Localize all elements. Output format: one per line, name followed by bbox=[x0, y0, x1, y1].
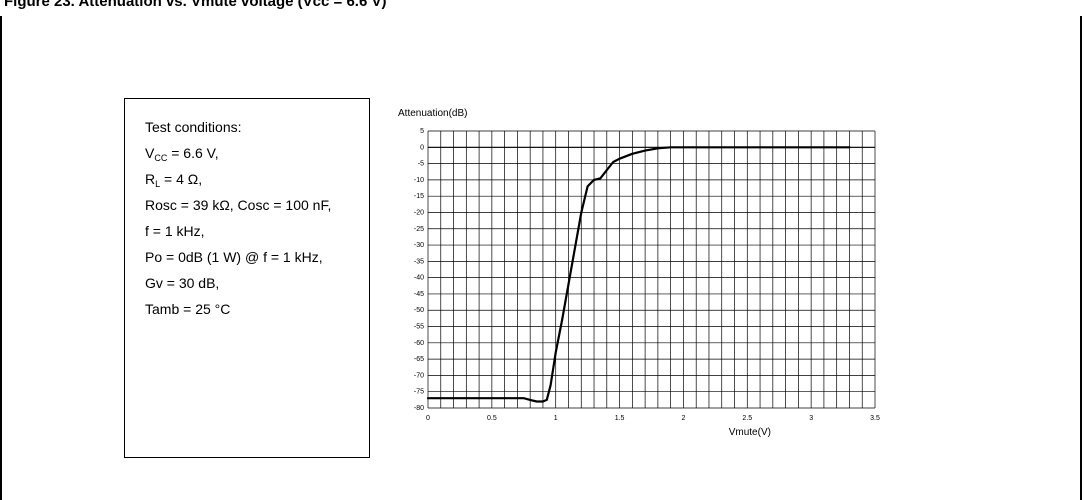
y-tick-label: -20 bbox=[414, 209, 424, 216]
figure-frame bbox=[0, 16, 1082, 500]
series-line bbox=[426, 146, 851, 403]
y-tick-label: -35 bbox=[414, 258, 424, 265]
y-tick-label: -30 bbox=[414, 242, 424, 249]
figure-title: Figure 23. Attenuation vs. Vmute voltage… bbox=[4, 0, 387, 10]
y-tick-label: -80 bbox=[414, 405, 424, 412]
y-tick-label: -5 bbox=[418, 161, 424, 168]
y-tick-label: -65 bbox=[414, 356, 424, 363]
y-tick-label: -45 bbox=[414, 291, 424, 298]
y-tick-label: 5 bbox=[420, 128, 424, 135]
plot-area: 5 0 -5 -10 -15 -20 -25 -30 -35 -40 -45 -50 -55 -60 -65… bbox=[414, 128, 880, 422]
y-tick-label: -70 bbox=[414, 372, 424, 379]
rl-subscript: L bbox=[155, 179, 161, 189]
vcc-symbol: V bbox=[145, 145, 155, 161]
x-axis-label: Vmute(V) bbox=[729, 427, 771, 438]
y-tick-label: 0 bbox=[420, 144, 424, 151]
x-tick-label: 2.5 bbox=[742, 415, 752, 422]
vcc-subscript: CC bbox=[154, 153, 168, 163]
x-tick-label: 1.5 bbox=[615, 415, 625, 422]
condition-rl: RL = 4 Ω, bbox=[145, 171, 203, 189]
figure-heading: Figure 23. Attenuation vs. Vmute voltage… bbox=[0, 0, 1084, 16]
attenuation-chart: Attenuation(dB) 5 0 -5 -10 -15 -20 -25 -30 -35 -4… bbox=[398, 108, 880, 438]
test-conditions-box: Test conditions: VCC = 6.6 V, RL = 4 Ω, … bbox=[124, 98, 370, 458]
y-tick-label: -40 bbox=[414, 275, 424, 282]
x-tick-label: 0.5 bbox=[487, 415, 497, 422]
vcc-value: = 6.6 V, bbox=[167, 145, 219, 161]
y-tick-label: -55 bbox=[414, 324, 424, 331]
condition-frequency: f = 1 kHz, bbox=[145, 223, 205, 239]
y-tick-label: -15 bbox=[414, 193, 424, 200]
x-tick-label: 3 bbox=[809, 415, 813, 422]
rl-value: = 4 Ω, bbox=[160, 171, 203, 187]
condition-gain: Gv = 30 dB, bbox=[145, 275, 220, 291]
y-tick-label: -75 bbox=[414, 389, 424, 396]
x-tick-label: 2 bbox=[681, 415, 685, 422]
condition-vcc: VCC = 6.6 V, bbox=[145, 145, 219, 163]
y-tick-label: -25 bbox=[414, 226, 424, 233]
condition-ambient-temp: Tamb = 25 °C bbox=[145, 301, 231, 317]
y-axis-label: Attenuation(dB) bbox=[398, 108, 468, 119]
y-tick-label: -60 bbox=[414, 340, 424, 347]
x-tick-label: 3.5 bbox=[870, 415, 880, 422]
conditions-title: Test conditions: bbox=[145, 119, 242, 135]
condition-rosc: Rosc = 39 kΩ, Cosc = 100 nF, bbox=[145, 197, 332, 213]
y-tick-label: -50 bbox=[414, 307, 424, 314]
x-tick-label: 1 bbox=[554, 415, 558, 422]
rl-symbol: R bbox=[145, 171, 156, 187]
x-tick-label: 0 bbox=[426, 415, 430, 422]
condition-output-power: Po = 0dB (1 W) @ f = 1 kHz, bbox=[145, 249, 323, 265]
y-tick-label: -10 bbox=[414, 177, 424, 184]
